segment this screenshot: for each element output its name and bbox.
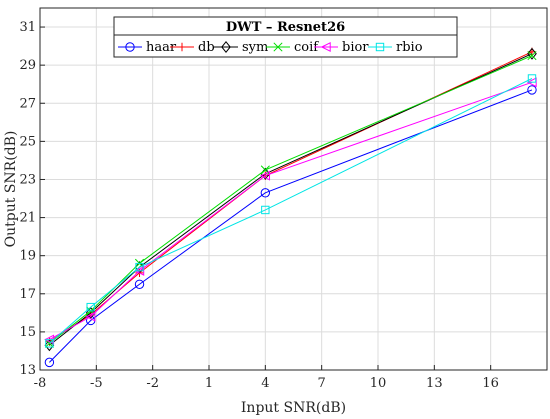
- legend-title: DWT – Resnet26: [226, 20, 345, 35]
- data-point-bior: [260, 170, 271, 181]
- series-db: [45, 47, 537, 346]
- series-haar: [44, 85, 537, 368]
- legend-swatch-marker: [177, 42, 187, 52]
- y-tick-label: 31: [19, 20, 36, 35]
- data-point-sym: [527, 47, 537, 60]
- series-sym: [44, 47, 537, 352]
- x-tick-label: -2: [146, 376, 159, 391]
- series-layer: [44, 47, 537, 368]
- legend-items: haar db sym coif bior rbio: [118, 40, 423, 55]
- series-coif: [44, 51, 537, 348]
- x-tick-label: 10: [370, 376, 387, 391]
- series-line-bior: [49, 81, 533, 340]
- x-tick-label: 1: [205, 376, 213, 391]
- x-tick-label: 7: [318, 376, 326, 391]
- legend-swatch-marker: [320, 41, 331, 53]
- legend-swatch-marker: [375, 42, 385, 52]
- data-point-rbio: [45, 339, 54, 348]
- y-tick-label: 17: [19, 287, 36, 302]
- series-line-sym: [49, 53, 533, 346]
- legend-label: sym: [242, 40, 268, 55]
- legend-entry-bior: bior: [314, 40, 369, 55]
- y-tick-label: 25: [19, 134, 36, 149]
- data-point-bior: [526, 77, 537, 88]
- legend-entry-coif: coif: [266, 40, 319, 55]
- legend-swatch-marker: [221, 41, 231, 53]
- x-tick-label: 13: [426, 376, 443, 391]
- data-point-coif: [260, 165, 270, 175]
- legend-entry-sym: sym: [214, 40, 268, 55]
- tick-labels: -8 -5 -2 1 4 7 10 13 16 13 15 17 19 21 23 25 27 29 31: [19, 20, 498, 391]
- legend-label: haar: [146, 40, 177, 55]
- data-point-bior: [85, 311, 96, 322]
- data-point-haar: [527, 85, 537, 95]
- y-tick-label: 21: [19, 211, 36, 226]
- data-point-rbio: [86, 302, 95, 312]
- x-tick-label: 4: [261, 376, 269, 391]
- legend-entry-haar: haar: [118, 40, 177, 55]
- x-axis-label: Input SNR(dB): [241, 400, 346, 416]
- y-tick-label: 19: [19, 249, 36, 264]
- legend-label: rbio: [396, 40, 423, 55]
- plot-frame: [39, 7, 548, 371]
- data-point-haar: [260, 188, 271, 198]
- y-tick-label: 29: [19, 58, 36, 73]
- data-point-rbio: [527, 74, 537, 83]
- data-point-rbio: [135, 262, 144, 272]
- y-tick-label: 27: [19, 96, 36, 111]
- x-tick-label: -5: [90, 376, 103, 391]
- y-axis-label: Output SNR(dB): [3, 131, 19, 248]
- x-tick-label: -8: [34, 376, 47, 391]
- legend-swatch-marker: [125, 42, 135, 52]
- legend-label: db: [198, 40, 215, 55]
- legend-label: coif: [294, 40, 319, 55]
- legend-entry-rbio: rbio: [368, 40, 423, 55]
- grid: [39, 8, 547, 371]
- series-line-haar: [49, 89, 533, 363]
- y-tick-label: 15: [19, 325, 36, 340]
- legend-entry-db: db: [170, 40, 215, 55]
- y-tick-label: 13: [19, 363, 36, 378]
- legend-swatch-marker: [273, 42, 283, 52]
- data-point-haar: [134, 279, 145, 289]
- y-tick-label: 23: [19, 172, 36, 187]
- series-line-coif: [49, 55, 533, 344]
- series-line-rbio: [49, 78, 533, 344]
- data-point-rbio: [261, 205, 270, 215]
- legend-label: bior: [342, 40, 369, 55]
- x-tick-label: 16: [482, 376, 499, 391]
- data-point-haar: [44, 357, 55, 368]
- data-point-coif: [527, 51, 537, 61]
- legend-box: [113, 16, 458, 58]
- series-bior: [44, 77, 537, 345]
- series-rbio: [45, 74, 537, 348]
- legend: DWT – Resnet26 haar db sym coif bior rbio: [113, 16, 458, 58]
